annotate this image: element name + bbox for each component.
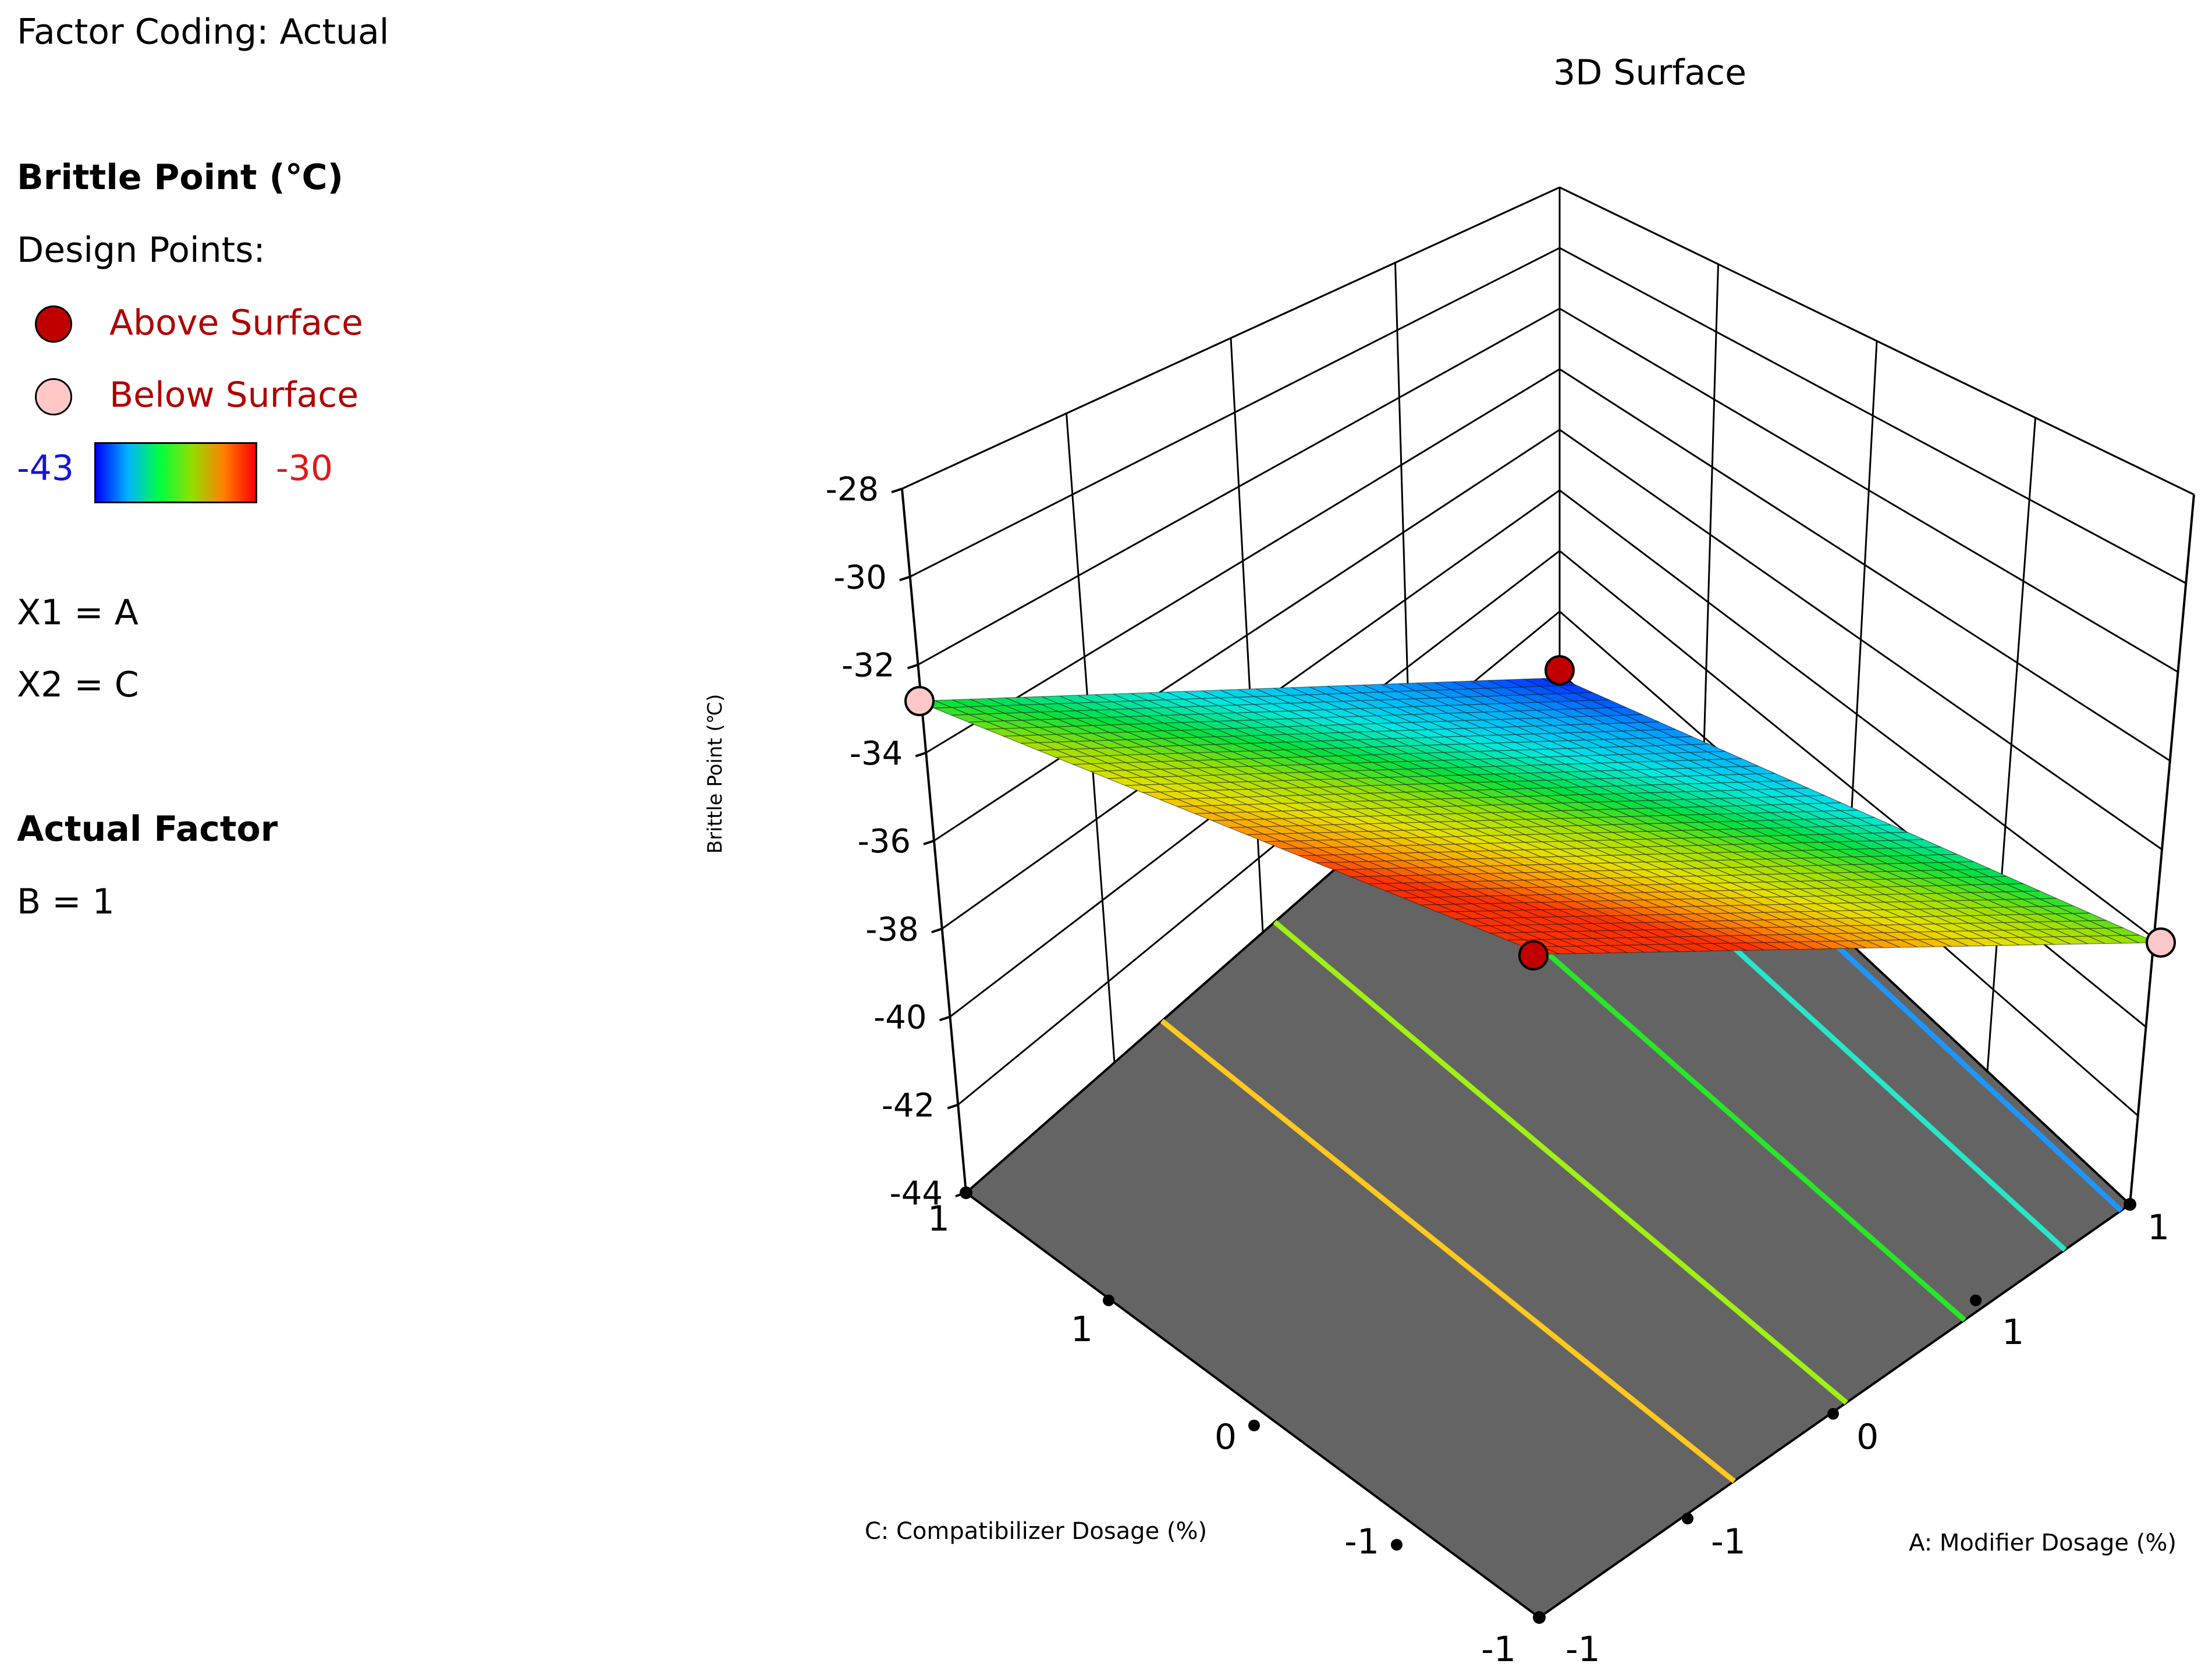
floor-corner-tick: [960, 1186, 972, 1199]
z-tick-label: -44: [890, 1175, 943, 1213]
a-axis-tick-label: 1: [2002, 1312, 2024, 1353]
design-point-below: [904, 686, 935, 716]
z-tick-label: -30: [833, 559, 886, 596]
left-top-edge: [901, 186, 1560, 490]
below-surface-marker-icon: [35, 378, 72, 415]
floor-axis-tick: [1391, 1539, 1403, 1551]
a-axis-tick-label: 0: [1856, 1417, 1879, 1457]
right-vertical-axis: [2129, 494, 2195, 1205]
factor-coding-label: Factor Coding: Actual: [17, 12, 389, 52]
right-wall-vertical-gridline: [1986, 417, 2036, 1072]
z-tick: [939, 1015, 951, 1022]
z-tick: [891, 488, 903, 493]
floor-corner-tick: [2124, 1198, 2136, 1211]
z-tick: [947, 1103, 958, 1110]
design-point-above: [1518, 940, 1549, 970]
floor-axis-tick: [1103, 1295, 1114, 1306]
a-axis-tick-label: -1: [1565, 1629, 1600, 1670]
design-point-below: [2146, 927, 2176, 958]
design-points: [904, 655, 2176, 970]
colorbar-min-label: -43: [17, 448, 74, 489]
actual-factor-title: Actual Factor: [17, 809, 278, 849]
colorbar: [94, 442, 257, 503]
right-wall-vertical-gridline: [1701, 264, 1719, 805]
floor-axis-tick: [1970, 1295, 1982, 1306]
floor-axis-tick: [1248, 1420, 1260, 1431]
floor-contour-line: [1160, 1019, 1736, 1484]
above-surface-label: Above Surface: [109, 303, 363, 343]
chart-title: 3D Surface: [1553, 52, 1746, 93]
z-tick-label: -34: [850, 735, 903, 773]
response-title: Brittle Point (℃): [17, 157, 343, 198]
z-tick: [899, 575, 911, 582]
design-points-label: Design Points:: [17, 230, 265, 271]
z-tick-label: -28: [826, 471, 879, 509]
response-surface: [916, 677, 2157, 955]
floor-axis-tick: [1682, 1513, 1693, 1524]
x1-mapping: X1 = A: [17, 592, 139, 633]
front-axes: [891, 186, 2195, 1624]
x2-mapping: X2 = C: [17, 664, 139, 705]
legend-panel: Factor Coding: Actual Brittle Point (℃) …: [0, 0, 640, 989]
right-top-edge: [1559, 186, 2195, 496]
a-axis-tick-label: 1: [2147, 1207, 2170, 1248]
actual-factor-value: B = 1: [17, 881, 115, 922]
c-axis-tick-label: 1: [928, 1199, 950, 1239]
floor-contour-line: [1273, 920, 1848, 1405]
c-axis-tick-label: 1: [1071, 1309, 1093, 1350]
z-tick: [915, 751, 926, 758]
floor-axis-tick: [1827, 1408, 1839, 1420]
floor-corner-tick: [1533, 1611, 1546, 1624]
z-tick: [907, 663, 919, 670]
z-tick: [923, 840, 935, 845]
colorbar-max-label: -30: [276, 448, 333, 489]
z-axis-title: Brittle Point (℃): [704, 694, 727, 854]
z-tick: [931, 927, 943, 934]
z-tick-label: -36: [858, 823, 911, 861]
z-tick-label: -42: [882, 1087, 935, 1125]
left-wall-vertical-gridline: [1230, 337, 1264, 933]
design-point-above: [1545, 655, 1575, 685]
c-axis-tick-label: -1: [1481, 1629, 1516, 1670]
z-tick-label: -40: [874, 999, 926, 1037]
z-tick-label: -32: [842, 647, 894, 685]
c-axis-tick-label: 0: [1215, 1417, 1237, 1457]
z-tick-label: -38: [865, 911, 918, 948]
a-axis-tick-label: -1: [1711, 1521, 1746, 1562]
a-axis-title: A: Modifier Dosage (%): [1909, 1530, 2177, 1556]
c-axis-tick-label: -1: [1344, 1521, 1379, 1562]
above-surface-marker-icon: [35, 305, 72, 343]
c-axis-title: C: Compatibilizer Dosage (%): [865, 1518, 1207, 1545]
below-surface-label: Below Surface: [109, 375, 359, 415]
